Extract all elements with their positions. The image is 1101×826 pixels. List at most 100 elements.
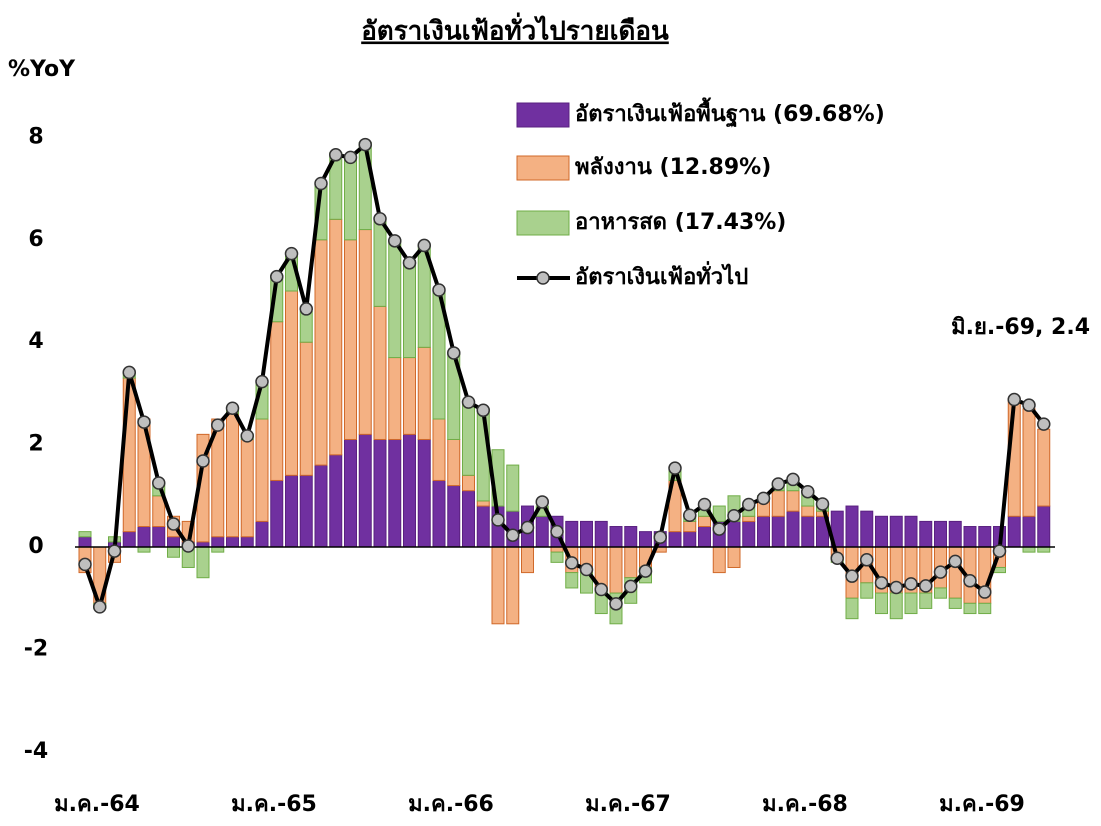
marker xyxy=(742,497,756,512)
bar xyxy=(580,520,593,548)
y-tick-label: 0 xyxy=(28,534,43,559)
bar xyxy=(285,474,298,548)
bar xyxy=(934,587,947,599)
chart-title: อัตราเงินเฟ้อทั่วไปรายเดือน xyxy=(361,12,669,47)
bar xyxy=(978,602,992,615)
bar xyxy=(403,433,416,548)
marker xyxy=(963,574,977,588)
marker xyxy=(535,495,549,509)
bar xyxy=(698,515,711,528)
marker xyxy=(697,497,712,512)
marker xyxy=(904,577,918,591)
bar xyxy=(373,305,387,440)
bar xyxy=(299,310,313,343)
marker xyxy=(152,476,166,490)
bar xyxy=(889,592,903,620)
bar xyxy=(329,218,343,456)
bar xyxy=(344,239,357,440)
bar xyxy=(771,515,785,548)
bar xyxy=(919,520,933,548)
marker xyxy=(93,600,107,614)
marker xyxy=(683,508,697,523)
bar xyxy=(506,464,520,512)
bar xyxy=(329,454,343,548)
bar xyxy=(462,474,475,492)
bar xyxy=(432,418,446,481)
legend-label: อัตราเงินเฟ้อทั่วไป xyxy=(575,260,748,290)
bar xyxy=(698,526,711,548)
bar xyxy=(78,531,92,538)
marker xyxy=(520,520,535,535)
marker xyxy=(196,454,210,468)
marker xyxy=(889,580,903,595)
marker xyxy=(1007,392,1021,407)
marker xyxy=(933,565,948,579)
bar xyxy=(388,239,402,359)
bar xyxy=(934,520,947,548)
legend-marker xyxy=(536,271,550,285)
bar xyxy=(624,546,638,579)
bar xyxy=(521,546,534,574)
marker xyxy=(402,256,417,270)
marker xyxy=(270,269,284,284)
marker xyxy=(874,576,889,590)
marker xyxy=(860,553,874,567)
bar xyxy=(712,546,726,574)
marker xyxy=(579,562,594,577)
marker xyxy=(329,148,343,162)
bar xyxy=(948,597,962,609)
legend-label: อาหารสด (17.43%) xyxy=(575,210,786,235)
y-tick-label: -4 xyxy=(24,739,48,764)
bar xyxy=(270,321,284,481)
marker xyxy=(919,579,933,593)
bar xyxy=(78,536,92,548)
bar xyxy=(196,546,210,579)
y-tick-label: 8 xyxy=(28,124,43,149)
bar xyxy=(211,546,225,553)
bar xyxy=(447,438,461,487)
bar xyxy=(948,520,962,548)
bar xyxy=(240,536,254,548)
bar xyxy=(727,520,741,548)
bar xyxy=(565,520,579,548)
y-tick-label: 2 xyxy=(28,432,43,457)
bar xyxy=(226,536,239,548)
marker xyxy=(137,415,151,429)
marker xyxy=(211,418,225,432)
bar xyxy=(742,515,756,522)
marker xyxy=(727,509,741,523)
bar xyxy=(299,341,313,476)
bar xyxy=(712,505,726,522)
bar xyxy=(1037,428,1051,507)
bar xyxy=(285,290,298,476)
bar xyxy=(137,546,151,553)
marker xyxy=(712,522,726,536)
bar xyxy=(594,520,608,548)
bar xyxy=(432,479,446,548)
bar xyxy=(742,520,756,548)
legend-swatch xyxy=(516,210,570,236)
marker xyxy=(122,365,136,380)
bar xyxy=(757,515,770,548)
bar xyxy=(388,357,402,440)
marker xyxy=(830,551,844,566)
bar xyxy=(196,541,210,548)
bar xyxy=(299,474,313,548)
bar xyxy=(845,505,859,548)
marker xyxy=(624,579,638,594)
legend-label: พลังงาน (12.89%) xyxy=(575,155,771,180)
bar xyxy=(358,229,372,435)
bar xyxy=(963,526,977,548)
bar xyxy=(506,546,520,625)
marker xyxy=(609,597,623,611)
bar xyxy=(550,546,564,553)
bar xyxy=(137,526,151,548)
bar xyxy=(1037,505,1051,548)
bar xyxy=(417,438,431,548)
marker xyxy=(948,554,962,569)
marker xyxy=(786,472,800,487)
marker xyxy=(476,403,490,418)
bar xyxy=(314,239,328,466)
marker xyxy=(225,401,240,415)
bar xyxy=(624,526,638,548)
